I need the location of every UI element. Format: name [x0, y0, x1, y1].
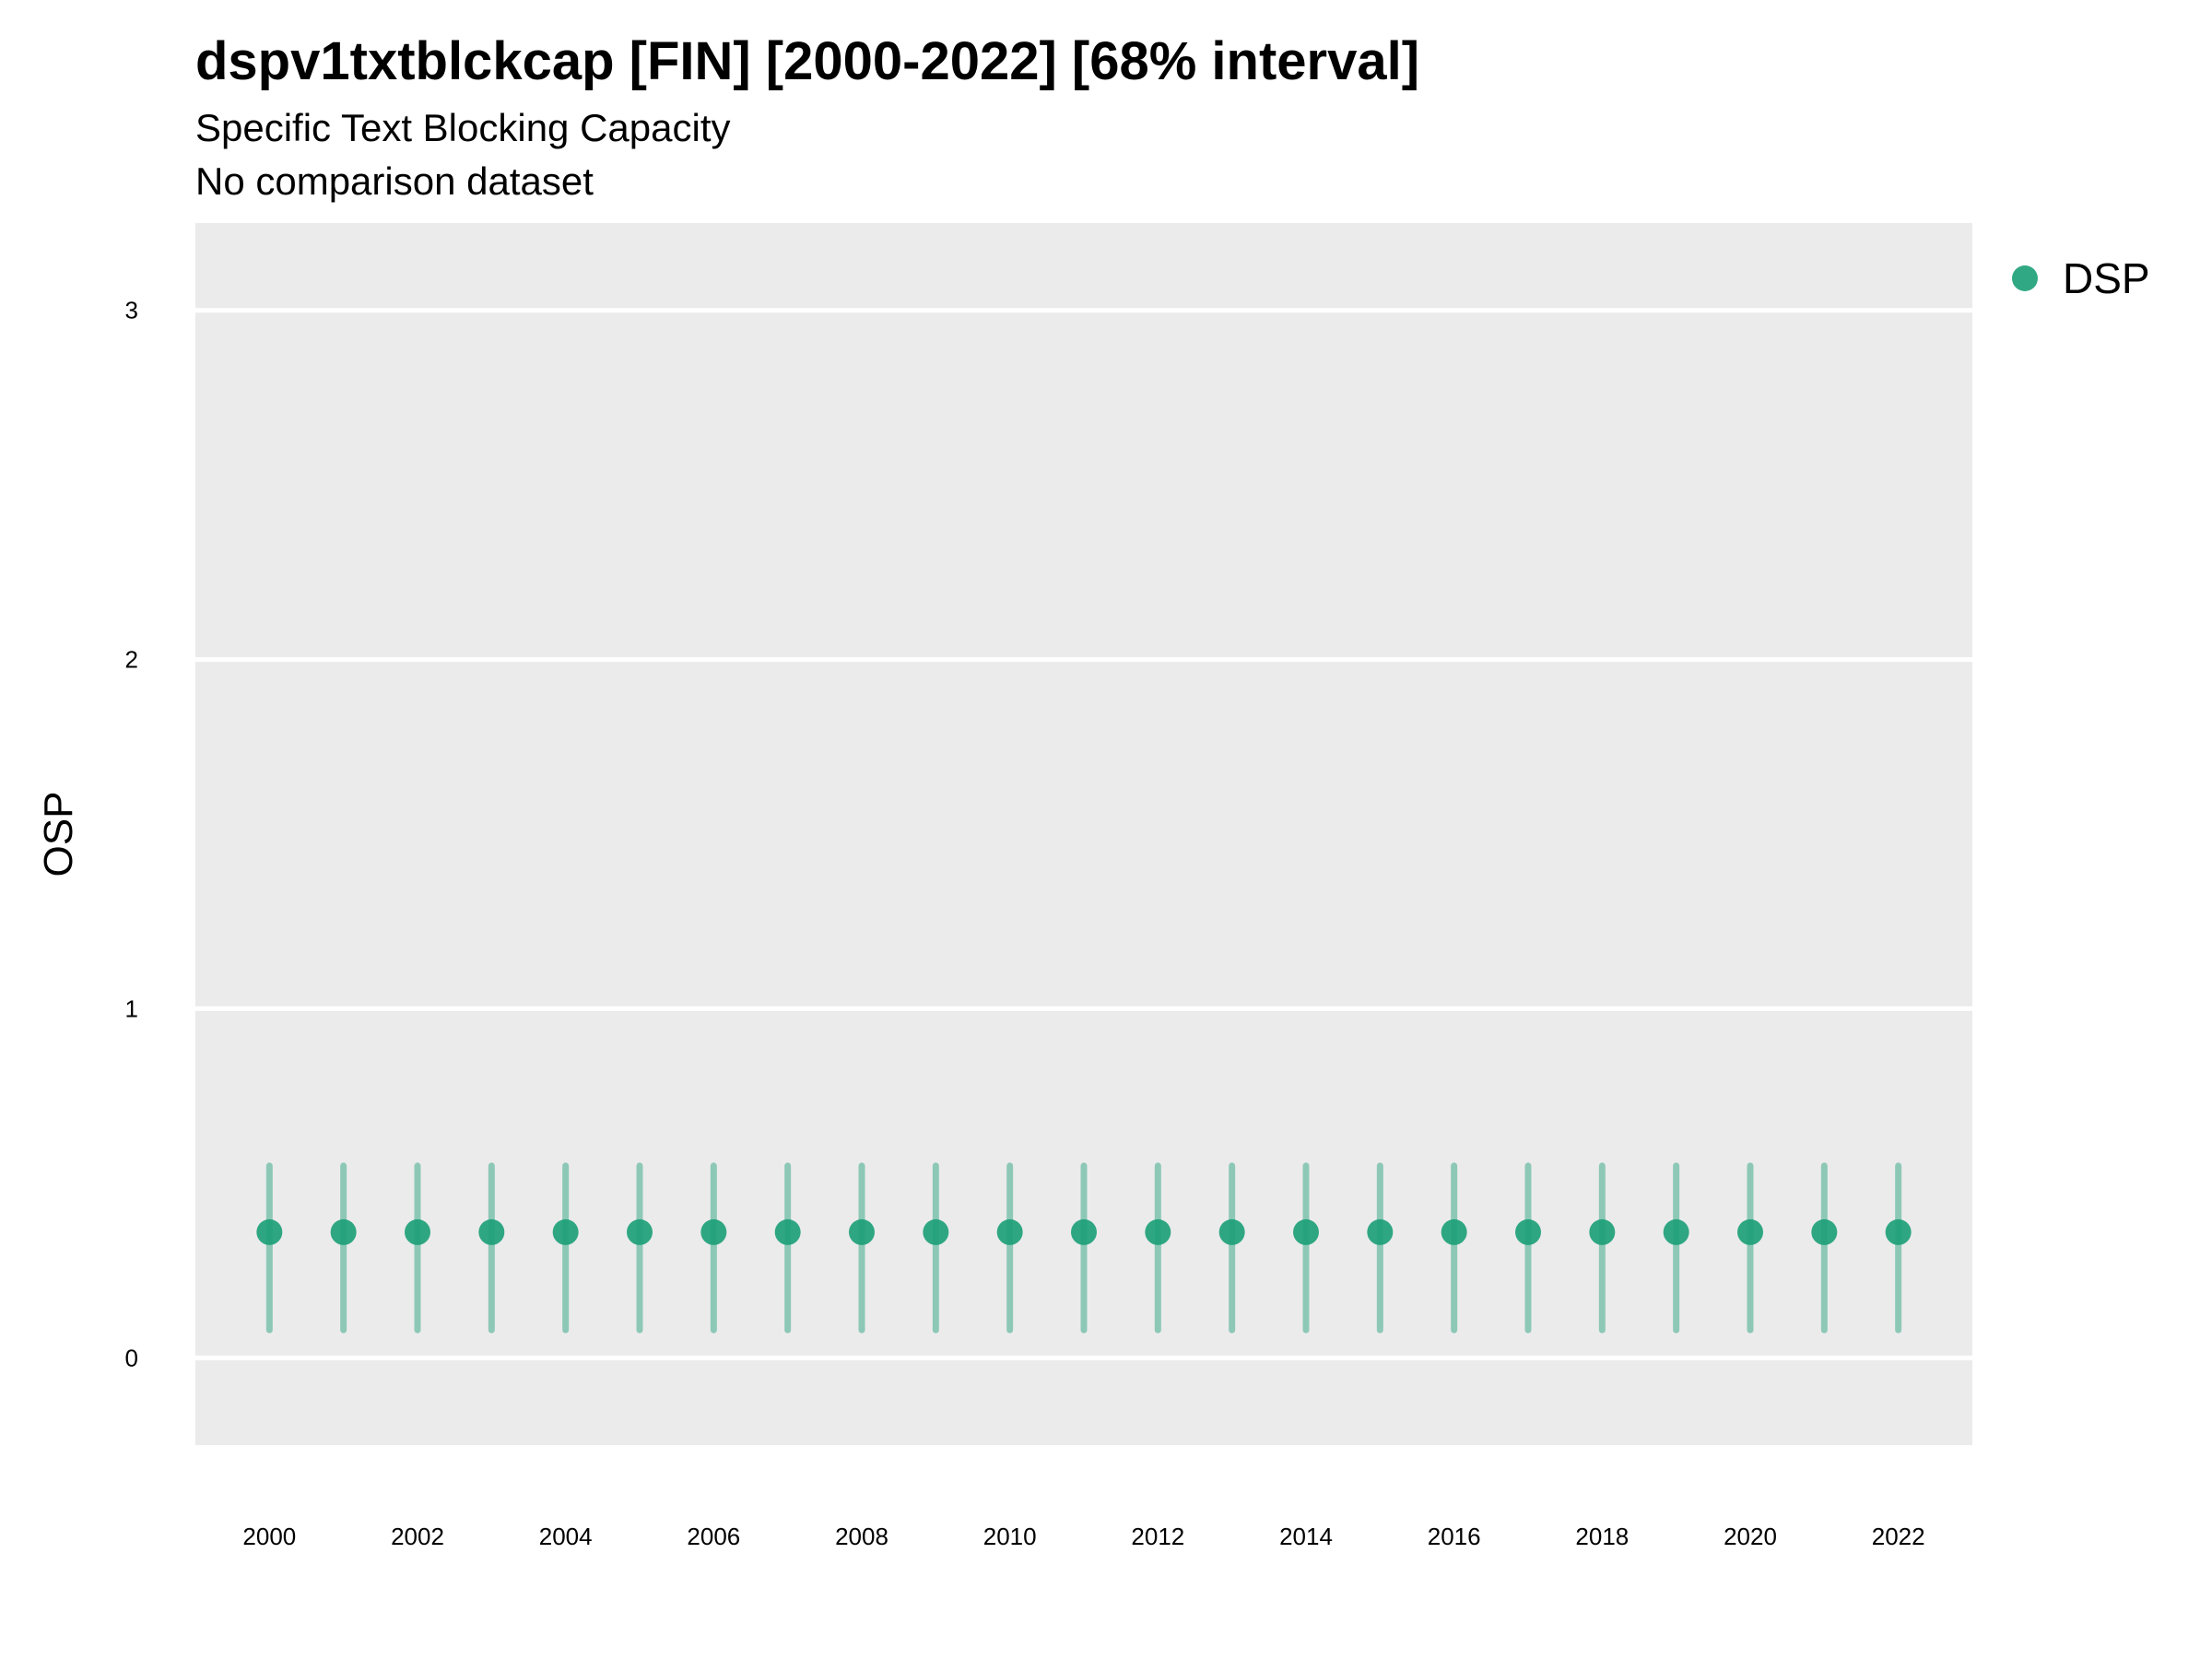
x-tick-label-2018: 2018 — [1575, 1523, 1629, 1550]
gridlines — [195, 308, 1972, 1360]
y-tick-label-0: 0 — [125, 1344, 138, 1371]
data-point-2006 — [700, 1218, 727, 1245]
x-tick-label-2020: 2020 — [1724, 1523, 1777, 1550]
data-point-2017 — [1515, 1218, 1541, 1245]
x-tick-label-2010: 2010 — [983, 1523, 1037, 1550]
data-point-2010 — [996, 1218, 1023, 1245]
data-point-2011 — [1071, 1218, 1097, 1245]
x-tick-label-2014: 2014 — [1279, 1523, 1333, 1550]
data-point-2008 — [849, 1218, 875, 1245]
x-tick-label-2016: 2016 — [1428, 1523, 1481, 1550]
y-tick-label-2: 2 — [125, 646, 138, 674]
data-point-2009 — [923, 1218, 949, 1245]
x-tick-label-2002: 2002 — [391, 1523, 444, 1550]
data-point-2021 — [1811, 1218, 1838, 1245]
data-point-2020 — [1737, 1218, 1763, 1245]
data-point-2019 — [1663, 1218, 1689, 1245]
data-point-2004 — [552, 1218, 579, 1245]
chart-subtitle: Specific Text Blocking Capacity — [195, 106, 731, 149]
data-point-2001 — [330, 1218, 357, 1245]
data-point-2014 — [1293, 1218, 1319, 1245]
x-tick-label-2000: 2000 — [242, 1523, 296, 1550]
chart-subtitle-secondary: No comparison dataset — [195, 159, 594, 203]
data-point-2005 — [627, 1218, 653, 1245]
y-axis-ticks: 0 1 2 3 — [125, 297, 138, 1372]
data-point-2003 — [478, 1218, 505, 1245]
data-point-2012 — [1145, 1218, 1171, 1245]
data-point-2015 — [1367, 1218, 1394, 1245]
data-point-2016 — [1441, 1218, 1467, 1245]
chart-title: dspv1txtblckcap [FIN] [2000-2022] [68% i… — [195, 31, 1420, 91]
x-tick-label-2022: 2022 — [1872, 1523, 1925, 1550]
data-point-2007 — [774, 1218, 801, 1245]
data-point-2013 — [1218, 1218, 1245, 1245]
error-bars — [265, 1162, 1902, 1334]
legend-label-dsp: DSP — [2063, 254, 2150, 302]
x-tick-label-2006: 2006 — [687, 1523, 740, 1550]
x-tick-label-2008: 2008 — [835, 1523, 888, 1550]
y-tick-label-1: 1 — [125, 994, 138, 1022]
data-point-2002 — [405, 1218, 430, 1245]
data-point-2018 — [1589, 1218, 1616, 1245]
data-points — [256, 1218, 1912, 1245]
data-point-2022 — [1885, 1218, 1912, 1245]
y-axis-label: OSP — [36, 792, 81, 877]
legend: DSP — [2012, 254, 2150, 302]
x-axis-ticks: 2000 2002 2004 2006 2008 2010 2012 2014 2016 2018… — [242, 1523, 1924, 1550]
x-tick-label-2004: 2004 — [539, 1523, 593, 1550]
data-point-2000 — [256, 1218, 283, 1245]
x-tick-label-2012: 2012 — [1131, 1523, 1184, 1550]
legend-marker-dsp — [2012, 265, 2038, 291]
y-tick-label-3: 3 — [125, 297, 138, 324]
